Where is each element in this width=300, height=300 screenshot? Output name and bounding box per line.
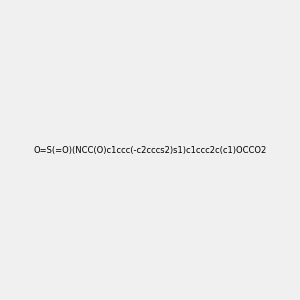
Text: O=S(=O)(NCC(O)c1ccc(-c2cccs2)s1)c1ccc2c(c1)OCCO2: O=S(=O)(NCC(O)c1ccc(-c2cccs2)s1)c1ccc2c(… (33, 146, 267, 154)
